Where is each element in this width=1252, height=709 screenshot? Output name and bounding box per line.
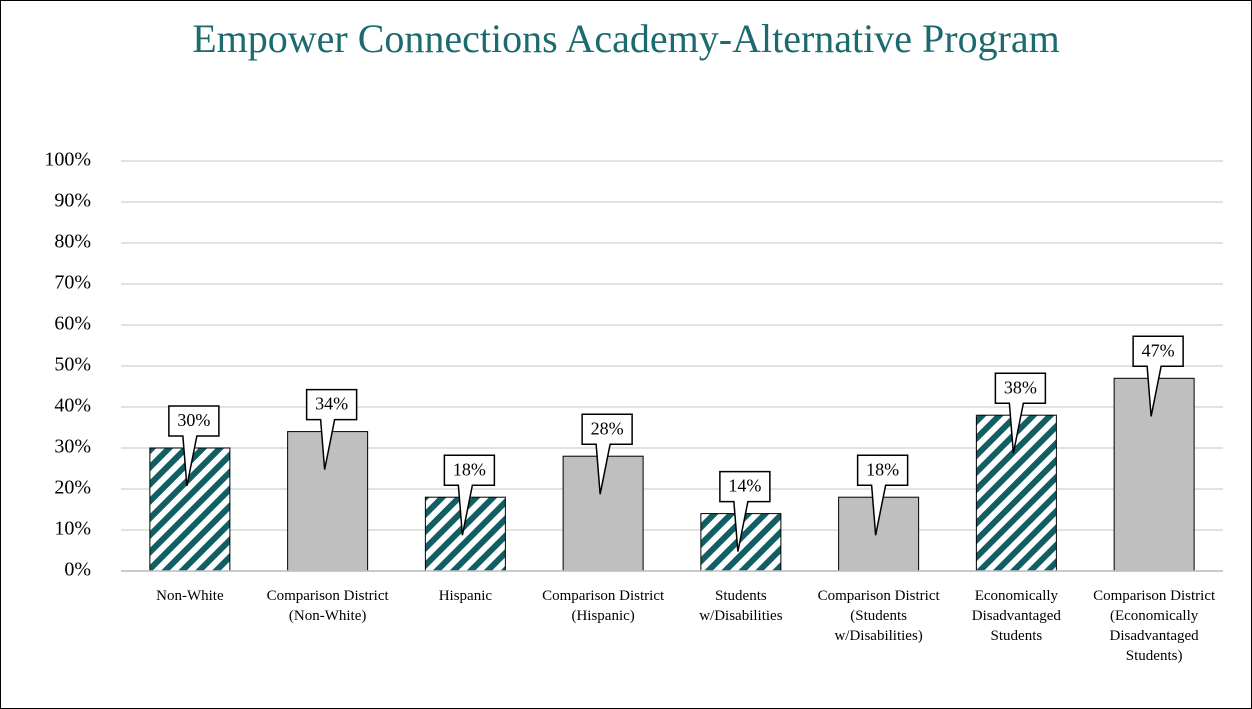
data-label: 38% (1004, 377, 1037, 397)
data-label: 28% (591, 418, 624, 438)
callout (305, 388, 358, 470)
data-label: 34% (315, 394, 348, 414)
callout (994, 372, 1047, 454)
callout (719, 470, 771, 552)
x-tick-label: Economically Disadvantaged Students (971, 588, 1061, 644)
data-label: 30% (177, 410, 210, 430)
x-tick-label: Hispanic (438, 588, 493, 604)
y-tick-label: 30% (54, 436, 91, 458)
callout (168, 405, 220, 487)
callout (443, 454, 496, 536)
y-tick-label: 40% (54, 395, 91, 417)
callout (581, 413, 633, 495)
x-tick-label: Non-White (156, 588, 224, 604)
y-tick-label: 80% (54, 231, 91, 253)
x-tick-label: Students w/Disabilities (699, 588, 783, 624)
x-tick-label: Comparison District (Non-White) (266, 588, 389, 624)
y-tick-label: 0% (64, 559, 91, 581)
y-tick-label: 100% (44, 149, 91, 171)
y-tick-label: 50% (54, 354, 91, 376)
y-tick-label: 70% (54, 272, 91, 294)
x-tick-label: Comparison District (Hispanic) (542, 588, 665, 624)
data-label: 18% (453, 459, 486, 479)
data-label: 18% (866, 459, 899, 479)
data-label: 14% (728, 476, 761, 496)
y-tick-label: 90% (54, 190, 91, 212)
callout (856, 454, 909, 536)
y-tick-label: 10% (54, 518, 91, 540)
x-tick-label: Comparison District (Students w/Disabili… (817, 588, 940, 644)
x-tick-label: Comparison District (Economically Disadv… (1093, 588, 1216, 664)
y-tick-label: 60% (54, 313, 91, 335)
data-label: 47% (1142, 340, 1175, 360)
y-tick-label: 20% (54, 477, 91, 499)
chart-title: Empower Connections Academy-Alternative … (192, 16, 1060, 61)
callout (1132, 335, 1184, 417)
bar (1113, 377, 1195, 572)
